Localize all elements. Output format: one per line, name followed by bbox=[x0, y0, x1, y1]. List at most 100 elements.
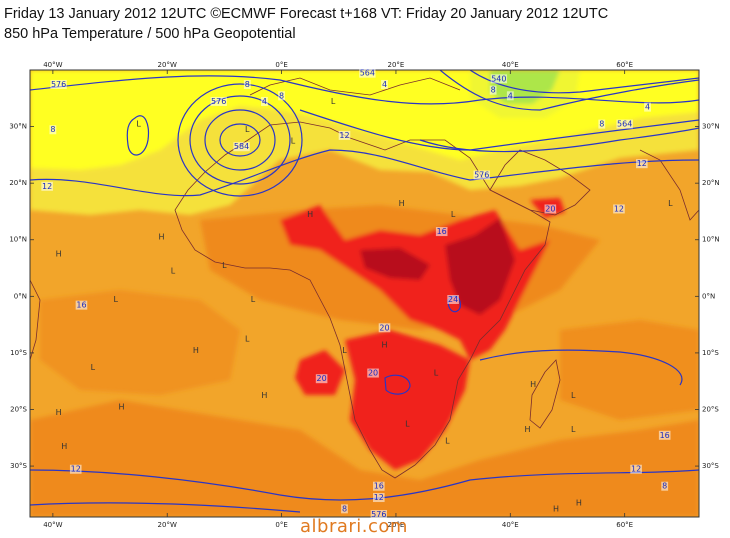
low-center-ring-4 bbox=[177, 83, 303, 197]
forecast-title: Friday 13 January 2012 12UTC ©ECMWF Fore… bbox=[4, 6, 609, 22]
contour-584 bbox=[30, 149, 699, 197]
low-pressure-marker: L bbox=[342, 346, 347, 355]
contour-atlantic-low bbox=[126, 115, 150, 156]
contour-label: 576 bbox=[211, 97, 226, 106]
low-pressure-marker: L bbox=[222, 261, 227, 270]
contour-label: 4 bbox=[508, 91, 513, 100]
low-pressure-marker: L bbox=[245, 335, 250, 344]
contour-label: 4 bbox=[382, 80, 387, 89]
contour-east-a bbox=[469, 70, 699, 94]
high-pressure-marker: H bbox=[530, 380, 536, 389]
low-pressure-marker: L bbox=[136, 120, 141, 129]
contour-label-bg bbox=[278, 91, 285, 101]
low-pressure-marker: L bbox=[291, 137, 296, 146]
lon-label-top: 20°E bbox=[388, 61, 405, 69]
high-pressure-marker: H bbox=[118, 402, 124, 411]
coastlines bbox=[30, 77, 699, 479]
low-pressure-marker: L bbox=[251, 295, 256, 304]
contour-label: 12 bbox=[374, 493, 384, 502]
lat-label-left: 20°N bbox=[9, 179, 27, 187]
contour-label-bg bbox=[613, 204, 625, 214]
temperature-mid-orange-indian bbox=[560, 320, 699, 420]
contour-label: 576 bbox=[474, 171, 489, 180]
contour-label-bg bbox=[658, 430, 671, 440]
contour-label: 8 bbox=[342, 504, 347, 513]
lat-label-right: 30°N bbox=[702, 123, 720, 131]
lon-label-bottom: 40°E bbox=[502, 521, 519, 529]
contour-label: 12 bbox=[637, 159, 647, 168]
chart-title-block: Friday 13 January 2012 12UTC ©ECMWF Fore… bbox=[4, 4, 608, 44]
temperature-hottest-horn bbox=[445, 218, 515, 315]
contour-label-bg bbox=[341, 504, 348, 514]
contour-label: 20 bbox=[545, 204, 555, 213]
high-pressure-marker: H bbox=[193, 346, 199, 355]
contour-label-bg bbox=[661, 481, 669, 491]
contour-label: 16 bbox=[374, 482, 384, 491]
contour-label-bg bbox=[50, 79, 67, 89]
contour-label: 12 bbox=[71, 465, 81, 474]
contour-label-bg bbox=[261, 96, 268, 106]
high-pressure-marker: H bbox=[56, 408, 62, 417]
contour-label-bg bbox=[41, 181, 53, 191]
contour-label-bg bbox=[233, 142, 250, 152]
low-center-ring-3 bbox=[189, 95, 291, 185]
temperature-mid-orange-ocean bbox=[40, 290, 240, 395]
lat-label-right: 20°N bbox=[702, 179, 720, 187]
lon-label-top: 0°E bbox=[275, 61, 287, 69]
high-pressure-marker: H bbox=[399, 199, 405, 208]
temperature-hot-angola bbox=[295, 350, 345, 395]
contour-label-bg bbox=[490, 74, 508, 84]
contour-label: 12 bbox=[614, 204, 624, 213]
contour-angola-loop bbox=[384, 374, 411, 395]
high-pressure-marker: H bbox=[159, 233, 165, 242]
contour-label: 16 bbox=[437, 227, 447, 236]
temperature-field bbox=[30, 70, 699, 517]
lon-label-bottom: 60°E bbox=[616, 521, 633, 529]
lat-label-left: 30°S bbox=[10, 462, 27, 470]
low-pressure-marker: L bbox=[245, 125, 250, 134]
contour-540 bbox=[439, 70, 699, 111]
contour-label-bg bbox=[367, 368, 379, 378]
contour-label: 564 bbox=[617, 120, 632, 129]
high-pressure-marker: H bbox=[576, 499, 582, 508]
contour-label-bg bbox=[473, 170, 490, 180]
contour-label: 8 bbox=[245, 80, 250, 89]
contour-label-bg bbox=[210, 96, 227, 106]
india-coast bbox=[639, 149, 699, 221]
contour-label-bg bbox=[381, 79, 388, 89]
south-america-coast bbox=[30, 279, 41, 361]
arabia-coast bbox=[489, 149, 591, 216]
lat-label-right: 10°N bbox=[702, 236, 720, 244]
contour-label-bg bbox=[69, 464, 82, 474]
low-pressure-marker: L bbox=[171, 267, 176, 276]
africa-coast bbox=[174, 121, 551, 479]
high-pressure-marker: H bbox=[553, 504, 559, 513]
lat-label-right: 10°S bbox=[702, 349, 719, 357]
lat-label-right: 20°S bbox=[702, 405, 719, 413]
high-pressure-marker: H bbox=[56, 250, 62, 259]
contour-label-bg bbox=[616, 119, 633, 129]
low-center-ring-2 bbox=[204, 109, 276, 171]
contour-east-b bbox=[419, 127, 699, 153]
contour-label: 540 bbox=[491, 74, 506, 83]
lon-label-top: 40°W bbox=[43, 61, 62, 69]
temperature-hottest-core bbox=[360, 248, 430, 280]
contour-label: 564 bbox=[360, 69, 375, 78]
low-pressure-marker: L bbox=[668, 199, 673, 208]
contour-label-bg bbox=[636, 159, 648, 169]
lon-label-top: 40°E bbox=[502, 61, 519, 69]
contour-label-bg bbox=[372, 493, 385, 503]
contour-label-bg bbox=[370, 510, 387, 519]
high-pressure-marker: H bbox=[61, 442, 67, 451]
low-pressure-marker: L bbox=[571, 425, 576, 434]
contour-label: 8 bbox=[599, 120, 604, 129]
contour-label-bg bbox=[489, 85, 497, 95]
lon-label-bottom: 20°E bbox=[388, 521, 405, 529]
contour-label-bg bbox=[447, 294, 459, 304]
lon-label-top: 60°E bbox=[616, 61, 633, 69]
contour-label-bg bbox=[435, 227, 448, 237]
lon-label-bottom: 0°E bbox=[275, 521, 287, 529]
low-pressure-marker: L bbox=[114, 295, 119, 304]
